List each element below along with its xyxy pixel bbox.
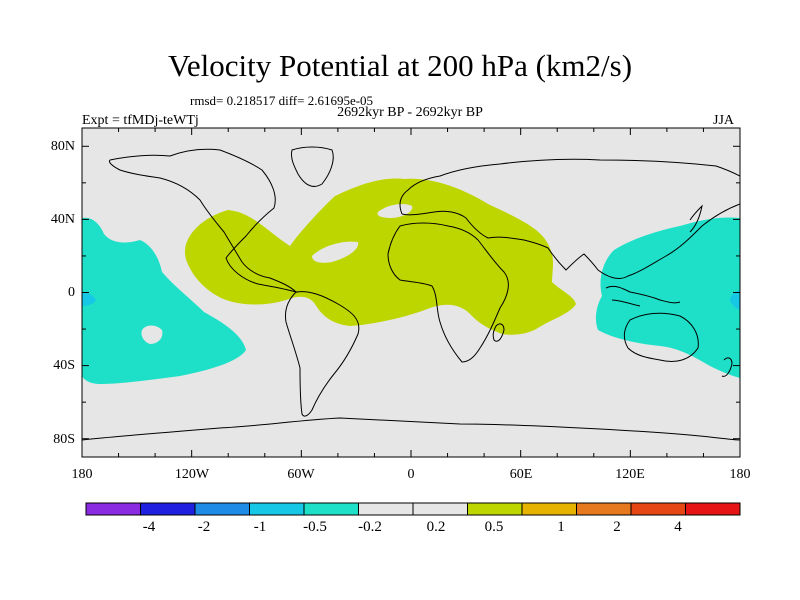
coast-madagascar bbox=[492, 323, 505, 342]
colorbar-swatch bbox=[194, 502, 250, 516]
stats-line: rmsd= 0.218517 diff= 2.61695e-05 bbox=[190, 93, 374, 108]
lat-label-40n: 40N bbox=[50, 212, 75, 227]
coast-greenland bbox=[291, 146, 334, 187]
coast-south-america bbox=[285, 291, 360, 417]
colorbar-swatch bbox=[249, 502, 305, 516]
colorbar-label: -1 bbox=[253, 519, 267, 535]
lon-label-120e: 120E bbox=[615, 467, 645, 482]
colorbar-swatch bbox=[412, 502, 468, 516]
colorbar-swatch bbox=[685, 502, 741, 516]
season-label: JJA bbox=[713, 113, 735, 128]
positive-anomaly-region bbox=[184, 178, 576, 335]
negative-region-gap bbox=[141, 325, 163, 344]
coast-japan bbox=[689, 204, 703, 233]
coast-maritime-continent bbox=[605, 285, 681, 307]
coast-new-zealand bbox=[721, 357, 733, 377]
lat-label-80n: 80N bbox=[50, 139, 75, 154]
negative-anomaly-region bbox=[82, 217, 246, 384]
map-field bbox=[82, 128, 740, 457]
coast-north-america bbox=[109, 148, 298, 294]
strong-negative-spot bbox=[730, 290, 740, 310]
lon-label-60e: 60E bbox=[509, 467, 533, 482]
colorbar-swatch bbox=[303, 502, 359, 516]
colorbar-label: -0.2 bbox=[358, 519, 382, 535]
coast-antarctica bbox=[82, 417, 740, 441]
lat-label-40s: 40S bbox=[53, 358, 75, 373]
lon-label-180w: 180 bbox=[71, 467, 93, 482]
negative-anomaly-region bbox=[595, 217, 740, 378]
colorbar-swatch bbox=[467, 502, 523, 516]
strong-negative-spot bbox=[82, 292, 96, 306]
colorbar-label: 0.5 bbox=[484, 519, 504, 535]
colorbar-swatch bbox=[358, 502, 414, 516]
lon-label-120w: 120W bbox=[174, 467, 210, 482]
colorbar-label: 1 bbox=[557, 519, 565, 535]
colorbar bbox=[85, 502, 741, 516]
coast-africa bbox=[387, 222, 509, 363]
coast-eurasia bbox=[399, 158, 740, 279]
experiment-label: Expt = tfMDj-teWTj bbox=[82, 113, 199, 128]
colorbar-swatch bbox=[576, 502, 632, 516]
coast-australia bbox=[623, 312, 699, 362]
lon-label-0: 0 bbox=[407, 467, 415, 482]
colorbar-label: -4 bbox=[142, 519, 156, 535]
coastlines bbox=[82, 146, 740, 441]
lat-label-80s: 80S bbox=[53, 432, 75, 447]
colorbar-label: -2 bbox=[197, 519, 211, 535]
colorbar-label: 4 bbox=[674, 519, 682, 535]
lon-label-60w: 60W bbox=[287, 467, 315, 482]
colorbar-label: -0.5 bbox=[303, 519, 327, 535]
colorbar-swatch bbox=[630, 502, 686, 516]
colorbar-label: 2 bbox=[613, 519, 621, 535]
period-label: 2692kyr BP - 2692kyr BP bbox=[337, 105, 483, 120]
map-title: Velocity Potential at 200 hPa (km2/s) bbox=[167, 48, 633, 83]
colorbar-swatch bbox=[521, 502, 577, 516]
colorbar-swatch bbox=[85, 502, 141, 516]
axis-ticks bbox=[81, 128, 741, 457]
lon-label-180e: 180 bbox=[729, 467, 751, 482]
colorbar-swatch bbox=[140, 502, 196, 516]
lat-label-equator: 0 bbox=[68, 285, 75, 300]
colorbar-label: 0.2 bbox=[426, 519, 446, 535]
positive-region-gap bbox=[312, 241, 359, 263]
